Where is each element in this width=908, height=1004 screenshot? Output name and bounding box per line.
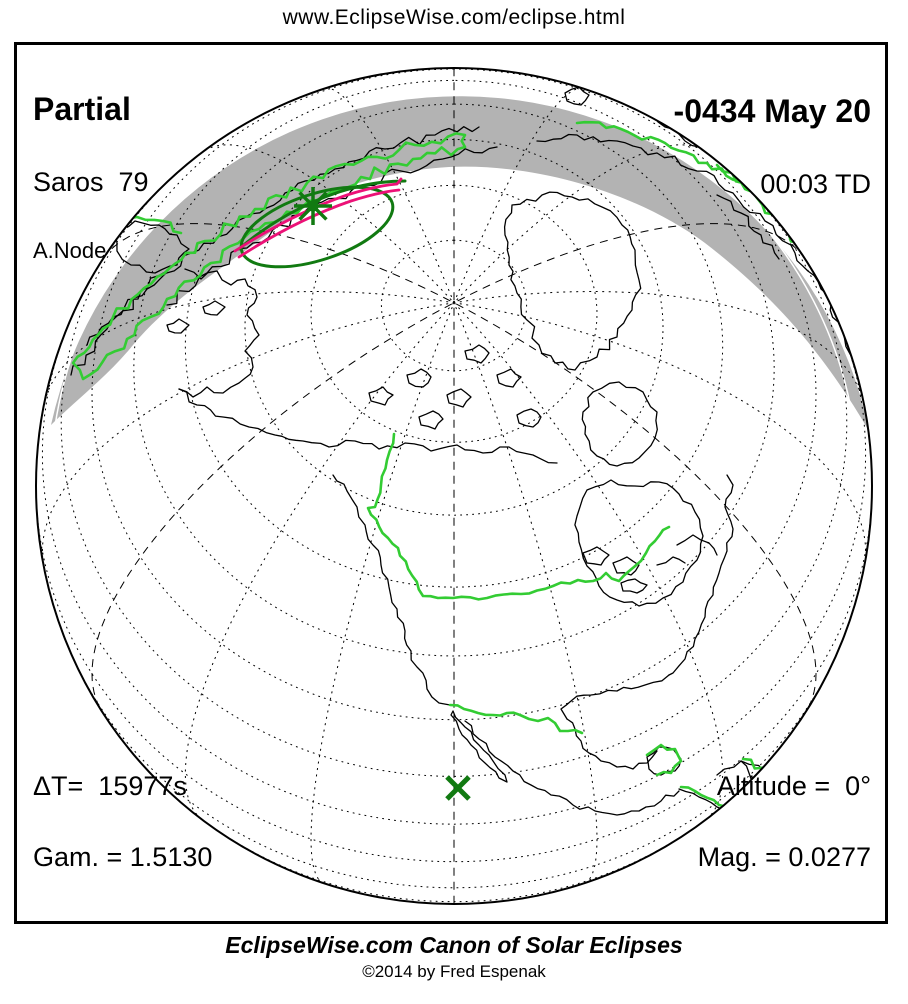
shadow-region bbox=[51, 96, 869, 431]
node-label: A.Node bbox=[33, 238, 107, 263]
eclipse-info-top-right: -0434 May 20 00:03 TD bbox=[674, 55, 871, 238]
eclipse-info-bottom-left: ΔT= 15977s Gam. = 1.5130 bbox=[33, 733, 212, 911]
eclipse-overlays bbox=[233, 177, 471, 801]
footer-copyright: ©2014 by Fred Espenak bbox=[362, 962, 546, 981]
eclipse-globe-map bbox=[35, 67, 873, 905]
eclipse-info-bottom-right: Altitude = 0° Mag. = 0.0277 bbox=[698, 733, 871, 911]
map-frame: Partial Saros 79 A.Node -0434 May 20 00:… bbox=[14, 42, 888, 924]
rise-set-curve bbox=[237, 179, 407, 251]
altitude-label: Altitude = 0° bbox=[716, 771, 871, 801]
subsolar-point-marker bbox=[445, 775, 471, 801]
footer-title: EclipseWise.com Canon of Solar Eclipses bbox=[225, 932, 683, 958]
map-layers bbox=[36, 68, 872, 904]
eclipse-date-label: -0434 May 20 bbox=[673, 93, 871, 129]
greatest-eclipse-marker bbox=[294, 187, 332, 225]
magnitude-label: Mag. = 0.0277 bbox=[697, 842, 871, 872]
gamma-label: Gam. = 1.5130 bbox=[33, 842, 213, 872]
path-limit-south bbox=[237, 188, 401, 259]
graticule bbox=[36, 68, 872, 904]
eclipse-info-top-left: Partial Saros 79 A.Node bbox=[33, 53, 149, 302]
eclipse-time-label: 00:03 TD bbox=[760, 169, 871, 199]
shadow-inner-line bbox=[54, 81, 856, 434]
penumbra-ellipse bbox=[239, 185, 395, 269]
delta-t-label: ΔT= 15977s bbox=[33, 771, 187, 801]
header-url: www.EclipseWise.com/eclipse.html bbox=[282, 6, 626, 29]
eclipse-type-label: Partial bbox=[33, 91, 131, 127]
coastlines bbox=[70, 86, 870, 868]
globe-limb bbox=[35, 67, 873, 905]
saros-label: Saros 79 bbox=[33, 167, 149, 197]
path-limit-north bbox=[233, 177, 403, 253]
